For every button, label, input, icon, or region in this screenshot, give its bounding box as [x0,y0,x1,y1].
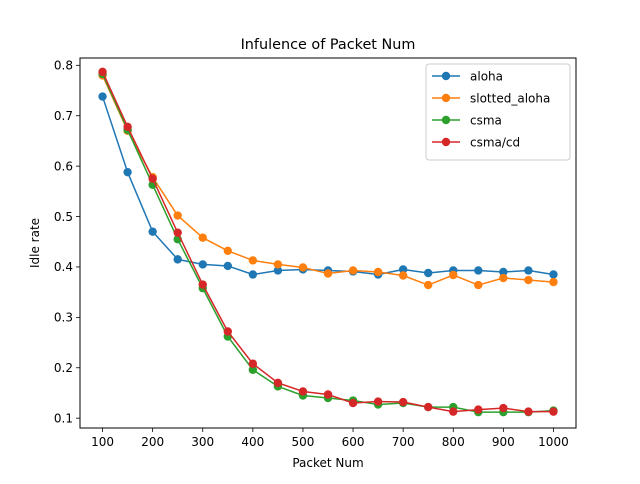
y-axis-label: Idle rate [28,218,42,268]
data-point [273,260,283,269]
x-tick-label: 800 [442,435,465,449]
data-point [273,378,283,388]
data-point [223,246,232,256]
data-point [298,263,308,272]
data-point [474,266,483,275]
data-point [173,228,182,237]
series-csma-cd [98,67,558,416]
x-tick-label: 1000 [538,435,569,449]
data-point [98,67,107,77]
data-point [248,256,258,265]
data-point [248,365,258,374]
legend-item-csma-cd: csma/cd [432,135,520,149]
data-point [98,92,107,101]
data-point [424,280,433,290]
legend-swatch-marker [441,137,451,147]
data-point [499,403,508,413]
x-tick-label: 600 [342,435,365,449]
data-point [474,280,483,290]
data-point [323,269,333,278]
legend-frame [425,63,571,161]
data-point [398,265,408,274]
legend-label: slotted_aloha [470,91,550,105]
data-point [449,270,458,280]
data-point [449,407,458,416]
data-point [348,398,358,408]
y-tick-label: 0.2 [54,361,73,375]
y-tick-label: 0.5 [54,210,73,224]
data-point [173,255,182,264]
data-point [123,167,132,177]
y-tick-label: 0.8 [54,59,73,73]
x-tick-label: 400 [241,435,264,449]
data-point [198,280,207,289]
x-tick-label: 500 [291,435,314,449]
data-point [398,397,408,407]
data-point [298,387,308,396]
data-point [524,266,533,275]
legend-swatch-marker [441,71,451,81]
data-point [474,405,483,414]
x-tick-label: 900 [492,435,515,449]
y-tick-label: 0.7 [54,109,73,123]
data-point [524,407,533,416]
data-point [248,359,258,368]
data-point [198,233,207,242]
data-point [123,122,132,132]
data-point [148,227,157,236]
legend-item-slotted-aloha: slotted_aloha [432,91,550,105]
data-point [424,268,433,278]
y-tick-label: 0.3 [54,311,73,325]
data-point [148,174,157,183]
x-tick-label: 700 [392,435,415,449]
legend-label: csma/cd [470,135,520,149]
data-point [323,390,333,399]
data-point [373,267,383,277]
data-point [198,260,207,269]
data-point [173,211,182,220]
x-tick-label: 300 [191,435,214,449]
data-point [248,270,258,279]
data-point [499,273,508,283]
data-point [549,407,558,416]
data-point [549,277,558,287]
data-point [549,270,558,279]
legend-swatch-marker [441,115,451,125]
data-point [424,402,433,412]
data-point [223,327,232,336]
legend-item-csma: csma [432,113,502,127]
legend-item-aloha: aloha [432,69,503,83]
x-tick-label: 100 [91,435,114,449]
y-tick-label: 0.1 [54,411,73,425]
x-axis-label: Packet Num [292,456,363,470]
x-tick-label: 200 [141,435,164,449]
axes-frame [79,57,577,429]
chart-title: Infulence of Packet Num [241,37,416,53]
data-point [223,261,232,271]
data-point [398,271,408,280]
data-point [499,267,508,277]
y-tick-label: 0.6 [54,159,73,173]
y-tick-label: 0.4 [54,260,73,274]
legend-label: aloha [470,69,503,83]
data-point [524,275,533,285]
data-point [373,397,383,406]
legend-swatch-marker [441,93,451,103]
legend-label: csma [470,113,502,127]
data-point [273,266,283,275]
data-point [348,266,358,275]
